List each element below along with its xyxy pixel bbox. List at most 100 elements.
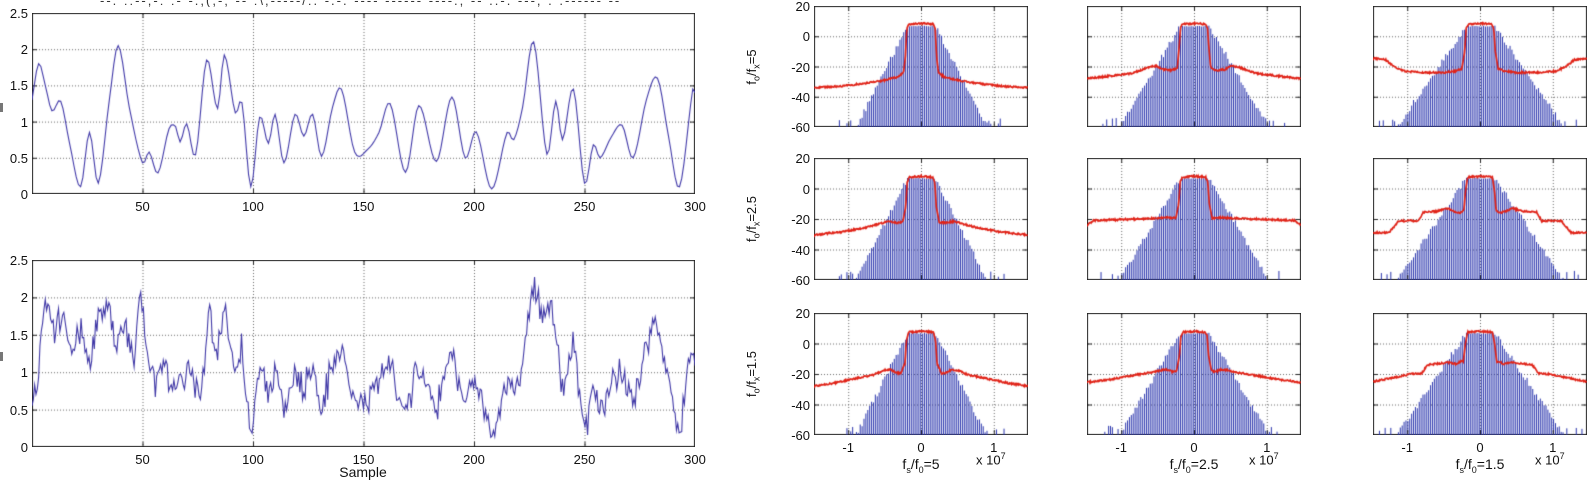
row-label-text: =5 — [744, 49, 759, 65]
clipped-ylabel-fragment-bottom — [0, 352, 3, 361]
x-tick-label: 1 — [1549, 440, 1557, 455]
time-plot-smooth — [32, 13, 695, 194]
spectrum-r2c1-canvas — [814, 158, 1028, 280]
x-tick-label: 50 — [135, 199, 150, 214]
y-tick-label: -20 — [791, 367, 810, 382]
row-label-fo-fx-5: fo/fx=5 — [744, 12, 762, 122]
xaxis-label-text: =1.5 — [1476, 456, 1505, 472]
y-tick-label: 0 — [802, 181, 810, 197]
row-label-sub: o — [751, 233, 762, 239]
row-label-text: /f — [744, 381, 759, 389]
y-tick-label: -20 — [791, 212, 810, 227]
y-tick-label: 20 — [795, 0, 810, 14]
y-tick-label: 20 — [795, 306, 810, 321]
spectrum-r1c3-canvas — [1373, 6, 1587, 127]
row-label-text: f — [744, 238, 759, 243]
spectrum-plot-r2c1 — [814, 158, 1028, 280]
row-label-text: f — [744, 393, 759, 398]
y-tick-label: 0 — [20, 187, 28, 202]
x-tick-label: 200 — [463, 199, 485, 214]
x-tick-label: 0 — [1190, 440, 1198, 455]
y-tick-label: 1 — [20, 114, 28, 130]
spectrum-r3c1-canvas — [814, 313, 1028, 435]
row-label-sub: o — [751, 388, 762, 394]
xaxis-label-fs-f0-5: fs/f0=5 — [814, 456, 1028, 475]
x-tick-label: 1 — [1263, 440, 1271, 455]
xaxis-label-text: =5 — [923, 456, 940, 472]
x-tick-label: 0 — [1476, 440, 1484, 455]
x-tick-label: 150 — [352, 199, 375, 214]
row-label-fo-fx-1.5: fo/fx=1.5 — [744, 319, 762, 429]
xaxis-label-sub: 0 — [918, 464, 924, 475]
y-tick-label: -60 — [791, 273, 810, 288]
x-tick-label: -1 — [842, 440, 854, 455]
time-plot-noisy — [32, 260, 695, 447]
y-tick-label: 1 — [20, 365, 28, 381]
xaxis-label-text: f — [902, 456, 907, 472]
time-plot-smooth-canvas — [32, 13, 695, 194]
x-tick-label: 200 — [463, 452, 485, 467]
clipped-ylabel-fragment-top — [0, 103, 3, 112]
spectrum-plot-r3c2 — [1087, 313, 1301, 435]
y-tick-label: -60 — [791, 428, 810, 443]
x-tick-label: 100 — [242, 199, 264, 214]
y-tick-label: 0.5 — [9, 402, 28, 418]
xaxis-label-text: /f — [910, 456, 919, 472]
x-tick-label: 250 — [573, 452, 596, 467]
y-tick-label: -20 — [791, 59, 810, 75]
row-label-text: /f — [744, 226, 759, 234]
spectrum-plot-r3c3 — [1373, 313, 1587, 435]
xaxis-label-sub: s — [1459, 464, 1464, 475]
clipped-title-text: --. ::--,-: :- -.,(,-; -- :\,-----/:. -.… — [100, 0, 621, 7]
exponent-base: x 10 — [1249, 452, 1274, 468]
row-label-sub: x — [751, 221, 762, 227]
spectrum-plot-r1c3 — [1373, 6, 1587, 127]
xaxis-label-text: f — [1455, 456, 1460, 472]
xaxis-label-sub: 0 — [1185, 464, 1191, 475]
x-tick-label: 300 — [684, 199, 706, 214]
y-tick-label: 0 — [20, 440, 28, 455]
spectrum-plot-r2c3 — [1373, 158, 1587, 280]
spectrum-r3c2-canvas — [1087, 313, 1301, 435]
y-tick-label: 2 — [20, 42, 28, 58]
spectrum-r1c1-canvas — [814, 6, 1028, 127]
y-tick-label: 20 — [795, 151, 810, 166]
x-tick-label: 150 — [352, 452, 375, 467]
spectrum-r1c2-canvas — [1087, 6, 1301, 127]
xaxis-label-fs-f0-1.5: fs/f0=1.5 — [1373, 456, 1587, 475]
axis-exponent-col2: x 107 — [1249, 451, 1305, 467]
x-tick-label: -1 — [1401, 440, 1413, 455]
spectrum-r3c3-canvas — [1373, 313, 1587, 435]
spectrum-plot-r2c2 — [1087, 158, 1301, 280]
x-tick-label: 250 — [573, 199, 596, 214]
axis-exponent-col3: x 107 — [1535, 451, 1589, 467]
xaxis-label-text: /f — [1463, 456, 1472, 472]
exponent-base: x 10 — [1535, 452, 1560, 468]
row-label-sub: x — [751, 376, 762, 382]
row-label-text: f — [744, 80, 759, 85]
exponent-sup: 7 — [1273, 451, 1279, 461]
y-tick-label: 2 — [20, 290, 28, 306]
x-tick-label: 100 — [242, 452, 264, 467]
row-label-text: /f — [744, 68, 759, 76]
spectrum-r2c3-canvas — [1373, 158, 1587, 280]
exponent-base: x 10 — [976, 452, 1001, 468]
exponent-sup: 7 — [1559, 451, 1565, 461]
y-tick-label: 2.5 — [9, 253, 28, 268]
time-plot-noisy-canvas — [32, 260, 695, 447]
y-tick-label: -40 — [791, 242, 810, 258]
xaxis-label-sub: s — [906, 464, 911, 475]
xaxis-label-sub: s — [1173, 464, 1178, 475]
y-tick-label: 0 — [802, 29, 810, 45]
xaxis-label-text: /f — [1177, 456, 1186, 472]
row-label-sub: x — [751, 64, 762, 69]
spectrum-plot-r1c1 — [814, 6, 1028, 127]
spectrum-plot-r1c2 — [1087, 6, 1301, 127]
axis-exponent-col1: x 107 — [976, 451, 1032, 467]
y-tick-label: 1.5 — [9, 327, 28, 343]
y-tick-label: 0 — [802, 336, 810, 352]
x-tick-label: 50 — [135, 452, 150, 467]
y-tick-label: -60 — [791, 120, 810, 135]
xaxis-label-fs-f0-2.5: fs/f0=2.5 — [1087, 456, 1301, 475]
